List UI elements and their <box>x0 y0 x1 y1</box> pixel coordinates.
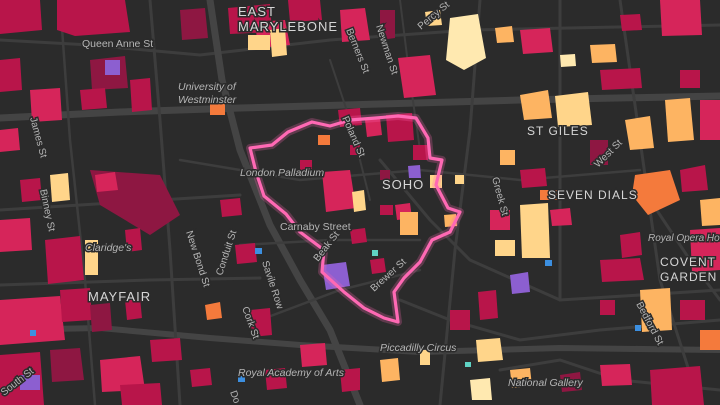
label-st-giles[interactable]: ST GILES <box>526 123 590 140</box>
label-dover-st[interactable]: Do <box>226 388 244 405</box>
label-covent-garden-line1[interactable]: COVENT <box>659 254 717 271</box>
label-east-marylebone-line1[interactable]: EAST <box>237 3 277 21</box>
label-royal-academy[interactable]: Royal Academy of Arts <box>237 366 347 381</box>
label-queen-anne-st[interactable]: Queen Anne St <box>81 37 155 52</box>
label-seven-dials[interactable]: SEVEN DIALS <box>547 187 639 204</box>
label-east-marylebone-line2[interactable]: MARYLEBONE <box>237 18 339 36</box>
label-london-palladium[interactable]: London Palladium <box>239 166 326 181</box>
label-mayfair[interactable]: MAYFAIR <box>87 288 152 306</box>
label-claridges[interactable]: Claridge's <box>84 241 134 256</box>
label-soho[interactable]: SOHO <box>381 176 425 194</box>
label-royal-opera-house[interactable]: Royal Opera House <box>647 232 720 246</box>
label-piccadilly-circus[interactable]: Piccadilly Circus <box>379 341 459 356</box>
soho-boundary[interactable] <box>246 112 464 326</box>
label-carnaby-street[interactable]: Carnaby Street <box>279 220 353 235</box>
label-university-westminster-line1[interactable]: University of <box>177 80 239 95</box>
label-university-westminster-line2[interactable]: Westminster <box>177 93 239 108</box>
label-covent-garden-line2[interactable]: GARDEN <box>659 269 718 286</box>
label-national-gallery[interactable]: National Gallery <box>507 376 585 391</box>
